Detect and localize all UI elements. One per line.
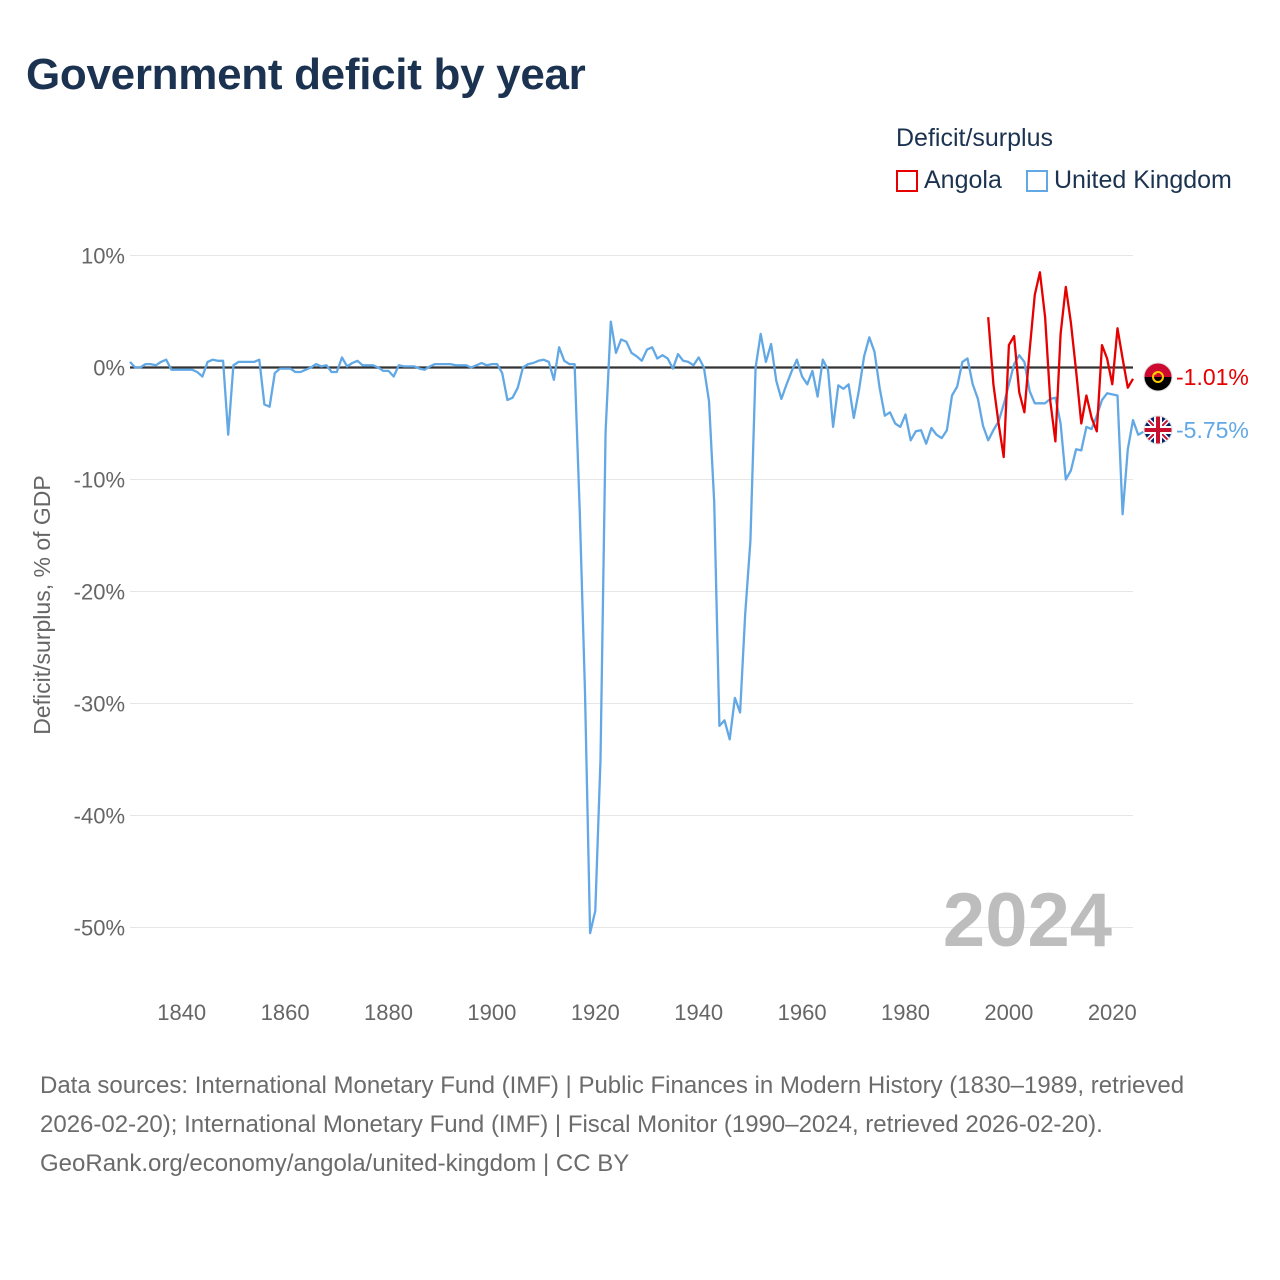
credit-link[interactable]: GeoRank.org/economy/angola/united-kingdo… (40, 1150, 630, 1177)
end-label-united-kingdom: -5.75% (1176, 417, 1249, 443)
y-tick-label: -40% (74, 804, 125, 829)
x-tick-label: 1940 (674, 1000, 723, 1025)
chart-title: Government deficit by year (26, 50, 586, 99)
line-chart: 10% 0% -10% -20% -30% -40% -50% 1840 1860 1880 19… (29, 244, 1249, 1026)
y-tick-label: -50% (74, 916, 125, 941)
legend-swatch-united-kingdom (1026, 169, 1048, 192)
y-tick-label: -10% (74, 468, 125, 493)
angola-flag-icon (1143, 362, 1173, 392)
x-tick-label: 1980 (881, 1000, 930, 1025)
gridlines (130, 255, 1133, 928)
x-axis-ticks: 1840 1860 1880 1900 1920 1940 1960 1980 2000 2020 (157, 1000, 1137, 1025)
legend-swatch-angola (896, 169, 918, 192)
footer: Data sources: International Monetary Fun… (40, 1066, 1240, 1183)
series-line-angola[interactable] (987, 271, 1134, 459)
y-tick-label: 0% (93, 356, 125, 381)
x-tick-label: 2000 (984, 1000, 1033, 1025)
legend-title: Deficit/surplus (896, 124, 1053, 152)
x-tick-label: 1900 (467, 1000, 516, 1025)
legend-item-angola[interactable]: Angola (896, 166, 1002, 195)
x-tick-label: 1960 (778, 1000, 827, 1025)
y-tick-label: -30% (74, 692, 125, 717)
data-sources-text: Data sources: International Monetary Fun… (40, 1072, 1185, 1138)
x-tick-label: 1920 (571, 1000, 620, 1025)
x-tick-label: 2020 (1088, 1000, 1137, 1025)
x-tick-label: 1860 (261, 1000, 310, 1025)
end-label-angola: -1.01% (1176, 364, 1249, 390)
y-tick-label: -20% (74, 580, 125, 605)
legend-label-angola: Angola (924, 166, 1002, 194)
x-tick-label: 1880 (364, 1000, 413, 1025)
y-axis-label: Deficit/surplus, % of GDP (29, 475, 55, 734)
year-watermark: 2024 (943, 878, 1112, 963)
legend-label-united-kingdom: United Kingdom (1054, 166, 1232, 194)
y-axis-ticks: 10% 0% -10% -20% -30% -40% -50% (74, 244, 125, 941)
series-lines (129, 271, 1144, 935)
united-kingdom-flag-icon (1143, 415, 1173, 445)
legend-item-united-kingdom[interactable]: United Kingdom (1026, 166, 1232, 195)
x-tick-label: 1840 (157, 1000, 206, 1025)
series-line-united-kingdom[interactable] (129, 320, 1144, 935)
y-tick-label: 10% (81, 244, 125, 269)
